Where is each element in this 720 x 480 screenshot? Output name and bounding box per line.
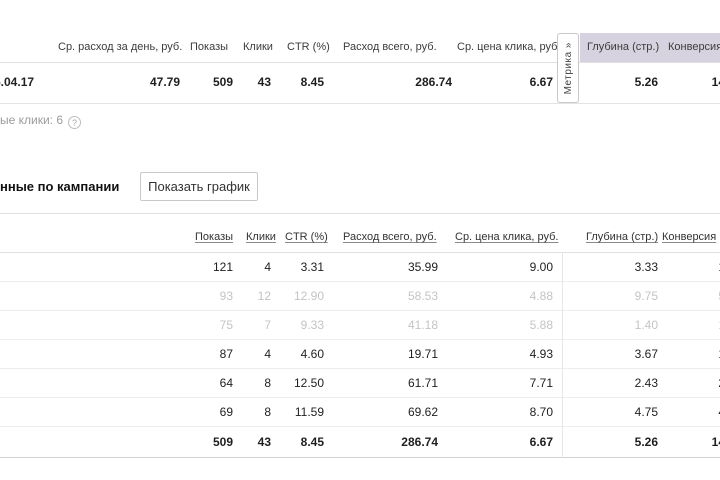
metrika-columns-divider bbox=[562, 253, 563, 458]
summary-value-depth: 5.26 bbox=[634, 75, 658, 89]
cell-total-cost: 58.53 bbox=[407, 289, 438, 303]
cell-shows: 69 bbox=[219, 405, 233, 419]
cell-shows: 121 bbox=[212, 260, 233, 274]
metrika-columns-band bbox=[580, 33, 720, 62]
invalid-clicks-note: ые клики: 6? bbox=[0, 112, 82, 129]
total-clicks: 43 bbox=[257, 435, 271, 449]
stats-header-shows[interactable]: Показы bbox=[195, 231, 234, 243]
cell-conversion: 5 bbox=[718, 282, 720, 310]
summary-value-avg-cpc: 6.67 bbox=[529, 75, 553, 89]
summary-value-conversion: 14 bbox=[711, 75, 720, 89]
cell-clicks: 4 bbox=[264, 260, 271, 274]
summary-value-spend-per-day: 47.79 bbox=[149, 75, 180, 89]
cell-avg-cpc: 8.70 bbox=[529, 405, 553, 419]
total-conversion: 14 bbox=[711, 435, 720, 449]
cell-total-cost: 69.62 bbox=[407, 405, 438, 419]
total-depth: 5.26 bbox=[634, 435, 658, 449]
campaign-section-header: нные по кампании Показать график bbox=[0, 172, 720, 201]
summary-value-total-cost: 286.74 bbox=[415, 75, 452, 89]
cell-clicks: 8 bbox=[264, 376, 271, 390]
cell-shows: 64 bbox=[219, 376, 233, 390]
table-row: 75 7 9.33 41.18 5.88 1.40 1 bbox=[0, 311, 720, 340]
cell-depth: 2.43 bbox=[634, 376, 658, 390]
stats-header-avg-cpc[interactable]: Ср. цена клика, руб. bbox=[455, 231, 559, 243]
cell-ctr: 11.59 bbox=[294, 405, 324, 419]
cell-depth: 9.75 bbox=[634, 289, 658, 303]
cell-conversion: 4 bbox=[718, 398, 720, 426]
cell-clicks: 12 bbox=[257, 289, 271, 303]
total-cost: 286.74 bbox=[401, 435, 438, 449]
total-shows: 509 bbox=[212, 435, 233, 449]
summary-value-ctr: 8.45 bbox=[300, 75, 324, 89]
cell-total-cost: 41.18 bbox=[407, 318, 438, 332]
total-ctr: 8.45 bbox=[300, 435, 324, 449]
cell-shows: 93 bbox=[219, 289, 233, 303]
cell-avg-cpc: 4.88 bbox=[529, 289, 553, 303]
help-icon[interactable]: ? bbox=[68, 116, 82, 129]
cell-avg-cpc: 9.00 bbox=[529, 260, 553, 274]
cell-depth: 3.67 bbox=[634, 347, 658, 361]
summary-header-divider bbox=[0, 62, 720, 63]
cell-avg-cpc: 5.88 bbox=[529, 318, 553, 332]
section-title: нные по кампании bbox=[0, 179, 120, 194]
stats-header-total-cost[interactable]: Расход всего, руб. bbox=[343, 231, 437, 243]
metrika-tab-label: Метрика » bbox=[562, 41, 574, 95]
stats-header-depth[interactable]: Глубина (стр.) bbox=[586, 231, 659, 243]
cell-shows: 87 bbox=[219, 347, 233, 361]
cell-clicks: 4 bbox=[264, 347, 271, 361]
summary-header-total-cost: Расход всего, руб. bbox=[343, 41, 437, 53]
cell-conversion: 1 bbox=[718, 311, 720, 339]
cell-conversion: 2 bbox=[718, 369, 720, 397]
summary-value-clicks: 43 bbox=[257, 75, 271, 89]
cell-depth: 4.75 bbox=[634, 405, 658, 419]
summary-header-clicks: Клики bbox=[243, 41, 273, 53]
summary-header-conversion: Конверсия bbox=[668, 41, 720, 53]
summary-value-shows: 509 bbox=[212, 75, 233, 89]
cell-depth: 1.40 bbox=[634, 318, 658, 332]
total-avg-cpc: 6.67 bbox=[529, 435, 553, 449]
invalid-clicks-text: ые клики: 6 bbox=[0, 113, 64, 127]
cell-total-cost: 19.71 bbox=[407, 347, 438, 361]
summary-table: Ср. расход за день, руб. Показы Клики CT… bbox=[0, 33, 720, 104]
cell-ctr: 12.90 bbox=[293, 289, 324, 303]
campaign-stats-table: Показы Клики CTR (%) Расход всего, руб. … bbox=[0, 213, 720, 458]
stats-header-conversion[interactable]: Конверсия bbox=[662, 231, 717, 243]
cell-clicks: 8 bbox=[264, 405, 271, 419]
cell-ctr: 3.31 bbox=[300, 260, 324, 274]
summary-header-shows: Показы bbox=[190, 41, 229, 53]
cell-conversion: 1 bbox=[718, 340, 720, 368]
cell-total-cost: 61.71 bbox=[407, 376, 438, 390]
cell-clicks: 7 bbox=[264, 318, 271, 332]
metrika-tab[interactable]: Метрика » bbox=[557, 33, 579, 103]
summary-header-depth: Глубина (стр.) bbox=[587, 41, 660, 53]
stats-table-body: 121 4 3.31 35.99 9.00 3.33 1 93 12 12.90… bbox=[0, 253, 720, 427]
table-row: 64 8 12.50 61.71 7.71 2.43 2 bbox=[0, 369, 720, 398]
table-row: 69 8 11.59 69.62 8.70 4.75 4 bbox=[0, 398, 720, 427]
cell-shows: 75 bbox=[219, 318, 233, 332]
cell-avg-cpc: 4.93 bbox=[529, 347, 553, 361]
cell-total-cost: 35.99 bbox=[407, 260, 438, 274]
summary-header-avg-cpc: Ср. цена клика, руб. bbox=[457, 41, 561, 53]
summary-header-spend-per-day: Ср. расход за день, руб. bbox=[58, 41, 183, 53]
table-row: 121 4 3.31 35.99 9.00 3.33 1 bbox=[0, 253, 720, 282]
cell-avg-cpc: 7.71 bbox=[529, 376, 553, 390]
cell-ctr: 4.60 bbox=[300, 347, 324, 361]
cell-ctr: 9.33 bbox=[300, 318, 324, 332]
table-row: 93 12 12.90 58.53 4.88 9.75 5 bbox=[0, 282, 720, 311]
stats-header-clicks[interactable]: Клики bbox=[246, 231, 276, 243]
show-chart-button[interactable]: Показать график bbox=[140, 172, 258, 201]
stats-header-ctr[interactable]: CTR (%) bbox=[285, 231, 328, 243]
stats-table-header-row: Показы Клики CTR (%) Расход всего, руб. … bbox=[0, 214, 720, 253]
cell-ctr: 12.50 bbox=[293, 376, 324, 390]
table-row: 87 4 4.60 19.71 4.93 3.67 1 bbox=[0, 340, 720, 369]
summary-header-ctr: CTR (%) bbox=[287, 41, 330, 53]
stats-table-total-row: 509 43 8.45 286.74 6.67 5.26 14 bbox=[0, 427, 720, 458]
cell-conversion: 1 bbox=[718, 253, 720, 281]
summary-date: 5.04.17 bbox=[0, 75, 35, 89]
cell-depth: 3.33 bbox=[634, 260, 658, 274]
